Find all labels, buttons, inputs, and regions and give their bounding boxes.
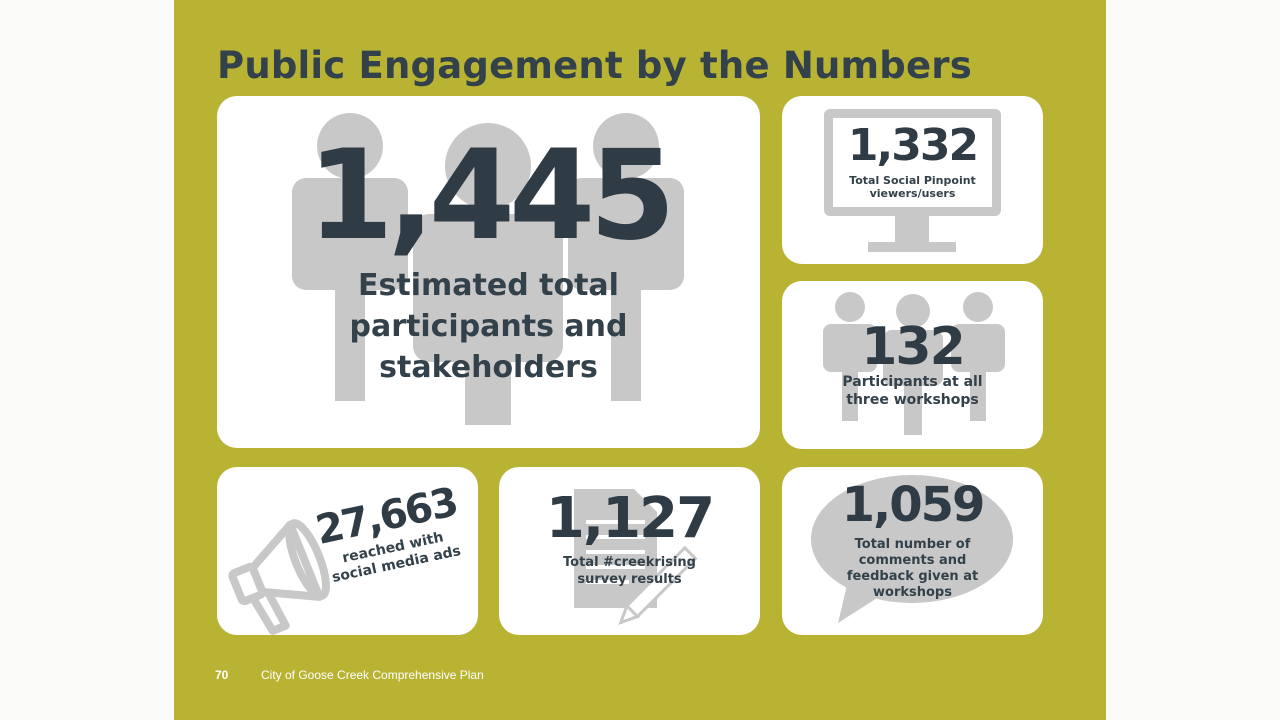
workshops-number: 132 xyxy=(861,317,966,377)
participants-label-line3: stakeholders xyxy=(379,350,598,385)
workshops-label-line2: three workshops xyxy=(846,392,979,408)
stat-card-comments: 1,059 Total number of comments and feedb… xyxy=(782,467,1043,635)
pencil-icon xyxy=(618,545,698,625)
report-page: Public Engagement by the Numbers 1,445 E… xyxy=(174,0,1106,720)
page-number: 70 xyxy=(215,668,229,682)
participants-label-line1: Estimated total xyxy=(358,268,619,303)
comments-number: 1,059 xyxy=(841,477,986,533)
speech-bubble-icon xyxy=(811,475,1013,623)
page-title: Public Engagement by the Numbers xyxy=(217,44,972,87)
monitor-icon xyxy=(824,109,1001,252)
social-pinpoint-label-line1: Total Social Pinpoint xyxy=(849,174,976,187)
comments-label-line1: Total number of xyxy=(854,537,971,552)
participants-number: 1,445 xyxy=(307,124,675,268)
stat-card-social-media: 27,663 reached with social media ads xyxy=(217,467,478,635)
workshops-label-line1: Participants at all xyxy=(842,374,983,390)
survey-label-line2: survey results xyxy=(577,572,682,587)
megaphone-icon xyxy=(228,519,330,635)
stat-card-survey: 1,127 Total #creekrising survey results xyxy=(499,467,760,635)
social-pinpoint-label-line2: viewers/users xyxy=(869,187,956,200)
stat-card-social-pinpoint: 1,332 Total Social Pinpoint viewers/user… xyxy=(782,96,1043,264)
stat-card-workshops: 132 Participants at all three workshops xyxy=(782,281,1043,449)
stat-card-participants: 1,445 Estimated total participants and s… xyxy=(217,96,760,448)
survey-document-icon xyxy=(574,489,698,625)
document-title: City of Goose Creek Comprehensive Plan xyxy=(261,668,484,682)
people-group-icon xyxy=(292,113,684,425)
survey-label-line1: Total #creekrising xyxy=(563,555,696,570)
people-icon xyxy=(823,292,1005,435)
comments-label-line2: comments and xyxy=(858,553,967,568)
comments-label-line4: workshops xyxy=(873,585,952,600)
participants-label-line2: participants and xyxy=(349,309,628,344)
survey-number: 1,127 xyxy=(545,486,715,551)
social-pinpoint-number: 1,332 xyxy=(847,120,979,171)
comments-label-line3: feedback given at xyxy=(846,569,979,584)
